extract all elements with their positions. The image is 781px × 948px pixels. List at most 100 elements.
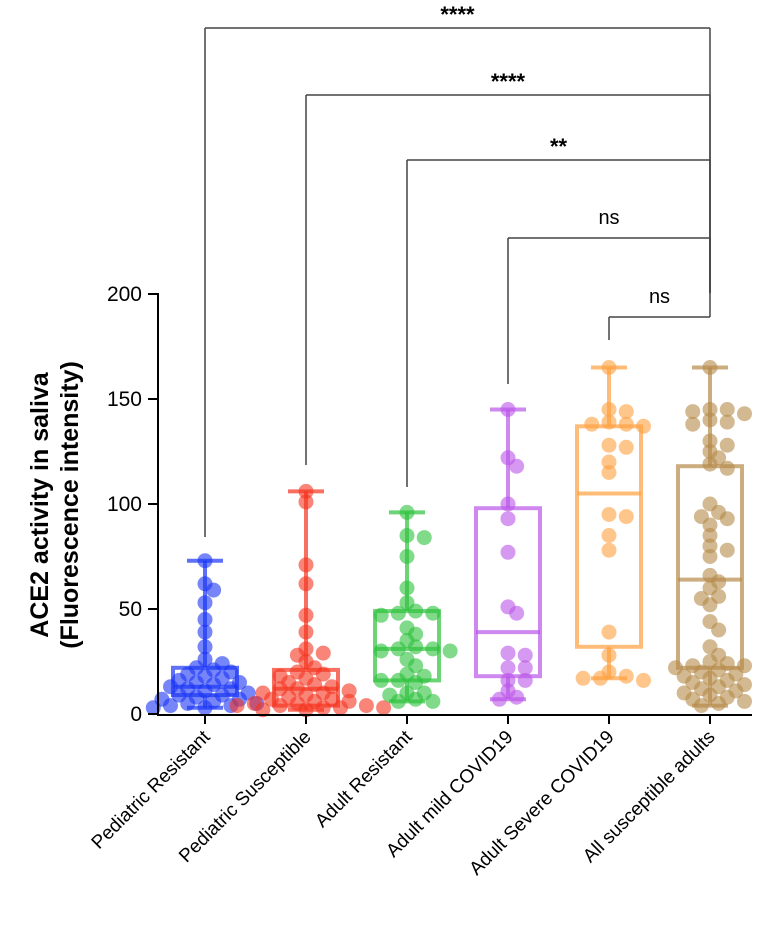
data-point	[315, 700, 331, 716]
data-point	[719, 511, 735, 527]
data-point	[500, 511, 516, 527]
data-point	[719, 437, 735, 453]
data-point	[272, 698, 288, 714]
data-point	[197, 595, 213, 611]
data-point	[197, 612, 213, 627]
data-point	[197, 553, 213, 569]
data-point	[509, 458, 525, 474]
significance-label: ns	[649, 286, 670, 308]
data-point	[702, 402, 718, 417]
data-point	[702, 549, 718, 564]
data-point	[163, 698, 178, 714]
y-axis-title: ACE2 activity in saliva (Fluorescence in…	[26, 361, 84, 649]
data-point	[298, 557, 314, 573]
data-point	[601, 454, 617, 470]
significance-label: ****	[491, 69, 526, 94]
data-point	[341, 683, 357, 699]
data-point	[711, 696, 727, 711]
y-tick-label: 50	[119, 598, 142, 621]
data-point	[702, 360, 718, 375]
data-point	[500, 544, 516, 560]
data-point	[500, 660, 516, 676]
data-point	[702, 538, 718, 554]
data-point	[719, 402, 735, 417]
data-point	[517, 660, 533, 676]
data-point	[298, 624, 314, 640]
data-point	[333, 700, 348, 716]
data-point	[711, 622, 727, 638]
data-point	[601, 402, 617, 417]
data-point	[719, 414, 735, 430]
data-point	[500, 496, 516, 512]
data-point	[442, 643, 458, 659]
data-points	[145, 360, 752, 718]
data-point	[636, 418, 651, 434]
data-point	[373, 607, 389, 623]
data-point	[425, 693, 441, 709]
data-point	[702, 433, 718, 449]
data-point	[618, 439, 634, 455]
data-point	[298, 576, 314, 592]
y-tick-label: 100	[107, 493, 142, 516]
data-point	[500, 402, 516, 417]
data-point	[702, 597, 718, 613]
y-tick-label: 0	[130, 703, 142, 726]
data-point	[425, 641, 441, 657]
data-point	[702, 517, 718, 533]
data-point	[618, 668, 634, 684]
data-point	[298, 607, 314, 623]
data-point	[584, 416, 600, 432]
data-point	[206, 582, 222, 598]
data-point	[693, 698, 709, 714]
data-point	[197, 624, 213, 640]
data-point	[376, 700, 392, 716]
data-point	[601, 360, 617, 375]
data-point	[601, 437, 617, 453]
data-point	[399, 549, 415, 564]
data-point	[399, 504, 415, 520]
data-point	[358, 698, 374, 714]
data-point	[315, 645, 331, 661]
data-point	[373, 643, 389, 659]
data-point	[685, 416, 701, 432]
y-axis-title-line2: (Fluorescence intensity)	[56, 361, 84, 649]
data-point	[601, 507, 617, 522]
data-point	[197, 639, 213, 655]
data-point	[399, 580, 415, 596]
data-point	[390, 641, 406, 657]
data-point	[517, 672, 533, 688]
data-point	[298, 494, 314, 510]
data-point	[408, 675, 424, 690]
y-ticks: 0 50 100 150 200	[107, 283, 158, 726]
data-point	[500, 672, 516, 688]
data-point	[399, 528, 415, 543]
data-point	[390, 693, 406, 709]
data-point	[509, 605, 525, 621]
data-point	[575, 670, 591, 686]
data-point	[229, 698, 245, 714]
data-point	[298, 483, 314, 499]
data-point	[180, 696, 196, 711]
data-point	[636, 672, 651, 688]
data-point	[601, 528, 617, 543]
significance-label: **	[550, 134, 568, 159]
y-tick-label: 200	[107, 283, 142, 306]
data-point	[618, 404, 634, 420]
data-point	[702, 456, 718, 472]
data-point	[408, 639, 424, 655]
data-point	[719, 460, 735, 476]
boxes	[171, 365, 744, 712]
data-point	[255, 702, 271, 718]
data-point	[601, 647, 617, 663]
data-point	[592, 670, 608, 686]
data-point	[719, 542, 735, 558]
data-point	[298, 702, 314, 718]
data-point	[408, 603, 424, 619]
significance-label: ****	[440, 2, 475, 27]
data-point	[702, 412, 718, 428]
data-point	[601, 414, 617, 430]
data-point	[601, 542, 617, 558]
